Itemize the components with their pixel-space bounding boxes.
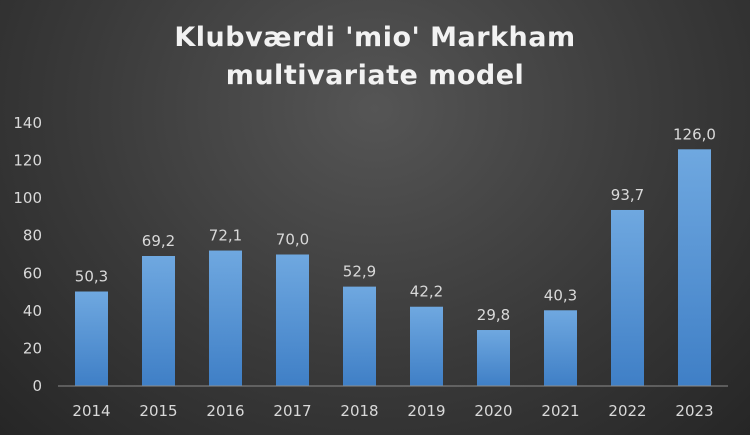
bar-2023 <box>678 149 711 386</box>
x-tick-label-2020: 2020 <box>474 402 512 420</box>
bar-2016 <box>209 250 242 386</box>
data-label-2023: 126,0 <box>673 125 716 143</box>
x-tick-label-2015: 2015 <box>139 402 177 420</box>
bar-2018 <box>343 286 376 386</box>
bar-2017 <box>276 254 309 386</box>
data-label-2014: 50,3 <box>75 268 108 286</box>
data-label-2016: 72,1 <box>209 227 242 245</box>
data-label-2020: 29,8 <box>477 306 510 324</box>
y-tick-label: 20 <box>23 339 42 357</box>
x-tick-label-2023: 2023 <box>675 402 713 420</box>
data-label-2019: 42,2 <box>410 283 443 301</box>
bar-2022 <box>611 209 644 386</box>
x-tick-label-2022: 2022 <box>608 402 646 420</box>
bar-2021 <box>544 310 577 386</box>
data-label-2021: 40,3 <box>544 286 577 304</box>
y-tick-label: 100 <box>13 189 42 207</box>
data-label-2017: 70,0 <box>276 231 309 249</box>
bar-2019 <box>410 306 443 386</box>
y-tick-label: 120 <box>13 152 42 170</box>
x-tick-label-2018: 2018 <box>340 402 378 420</box>
y-tick-label: 0 <box>32 377 42 395</box>
chart-title-line-1: Klubværdi 'mio' Markham <box>174 22 576 53</box>
y-tick-label: 60 <box>23 264 42 282</box>
bar-2015 <box>142 256 175 386</box>
data-label-2015: 69,2 <box>142 232 175 250</box>
bar-2014 <box>75 291 108 386</box>
bar-2020 <box>477 330 510 386</box>
chart-title-line-2: multivariate model <box>225 60 525 91</box>
y-tick-label: 140 <box>13 114 42 132</box>
y-tick-label: 40 <box>23 302 42 320</box>
x-tick-label-2021: 2021 <box>541 402 579 420</box>
bars: 50,3 69,2 72,1 70,0 52,9 42,2 29,8 40,3 93,7 126,… <box>75 125 716 386</box>
x-tick-label-2016: 2016 <box>206 402 244 420</box>
x-tick-label-2019: 2019 <box>407 402 445 420</box>
data-label-2018: 52,9 <box>343 263 376 281</box>
data-label-2022: 93,7 <box>611 186 644 204</box>
y-tick-label: 80 <box>23 227 42 245</box>
x-axis: 2014 2015 2016 2017 2018 2019 2020 2021 2022 2023 <box>58 385 728 420</box>
x-tick-label-2017: 2017 <box>273 402 311 420</box>
y-axis: 0 20 40 60 80 100 120 140 <box>13 114 42 395</box>
x-tick-label-2014: 2014 <box>72 402 110 420</box>
